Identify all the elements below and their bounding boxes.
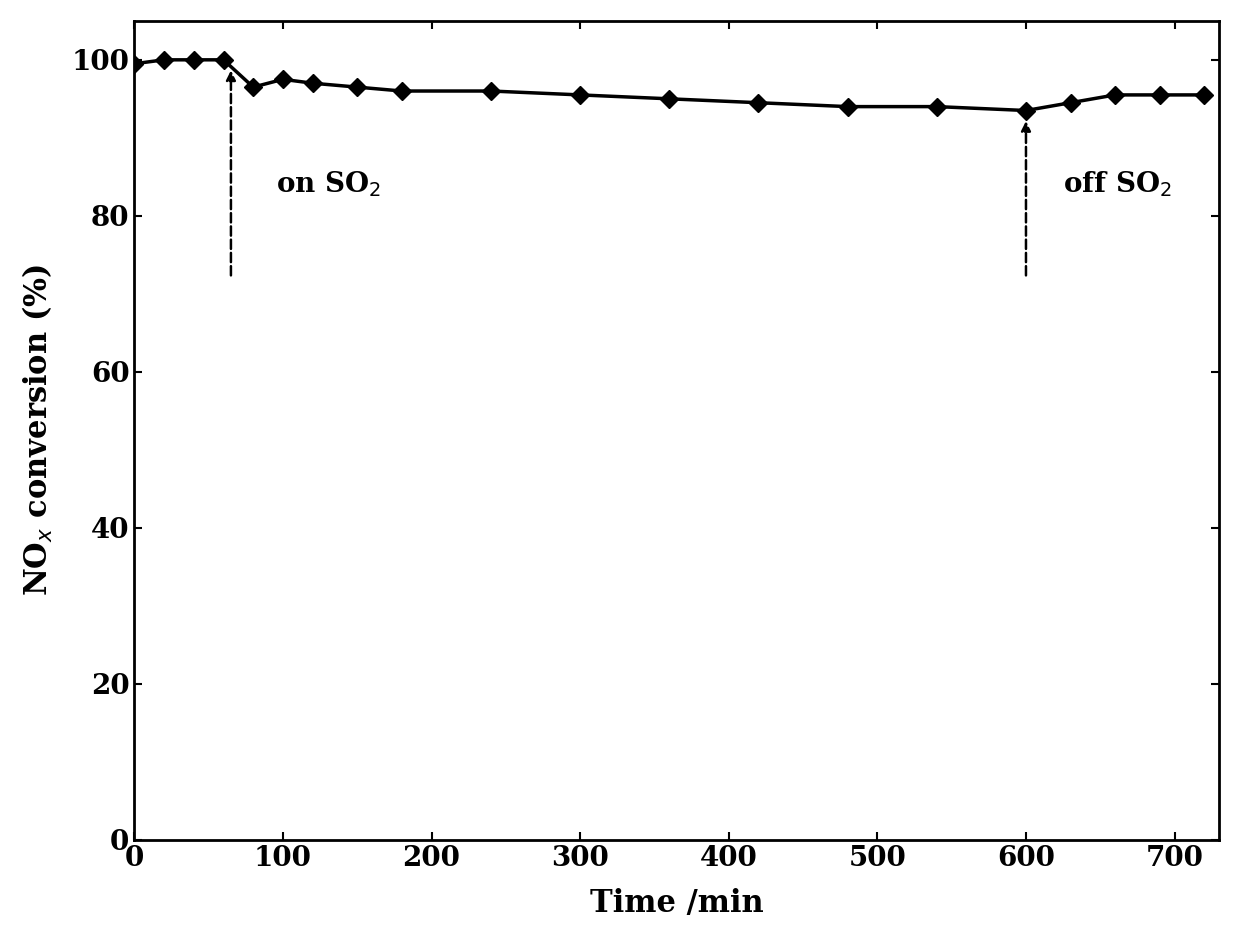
X-axis label: Time /min: Time /min <box>590 888 764 919</box>
Text: off SO$_2$: off SO$_2$ <box>1063 169 1172 198</box>
Text: on SO$_2$: on SO$_2$ <box>275 169 381 198</box>
Y-axis label: NO$_x$ conversion (%): NO$_x$ conversion (%) <box>21 264 55 596</box>
